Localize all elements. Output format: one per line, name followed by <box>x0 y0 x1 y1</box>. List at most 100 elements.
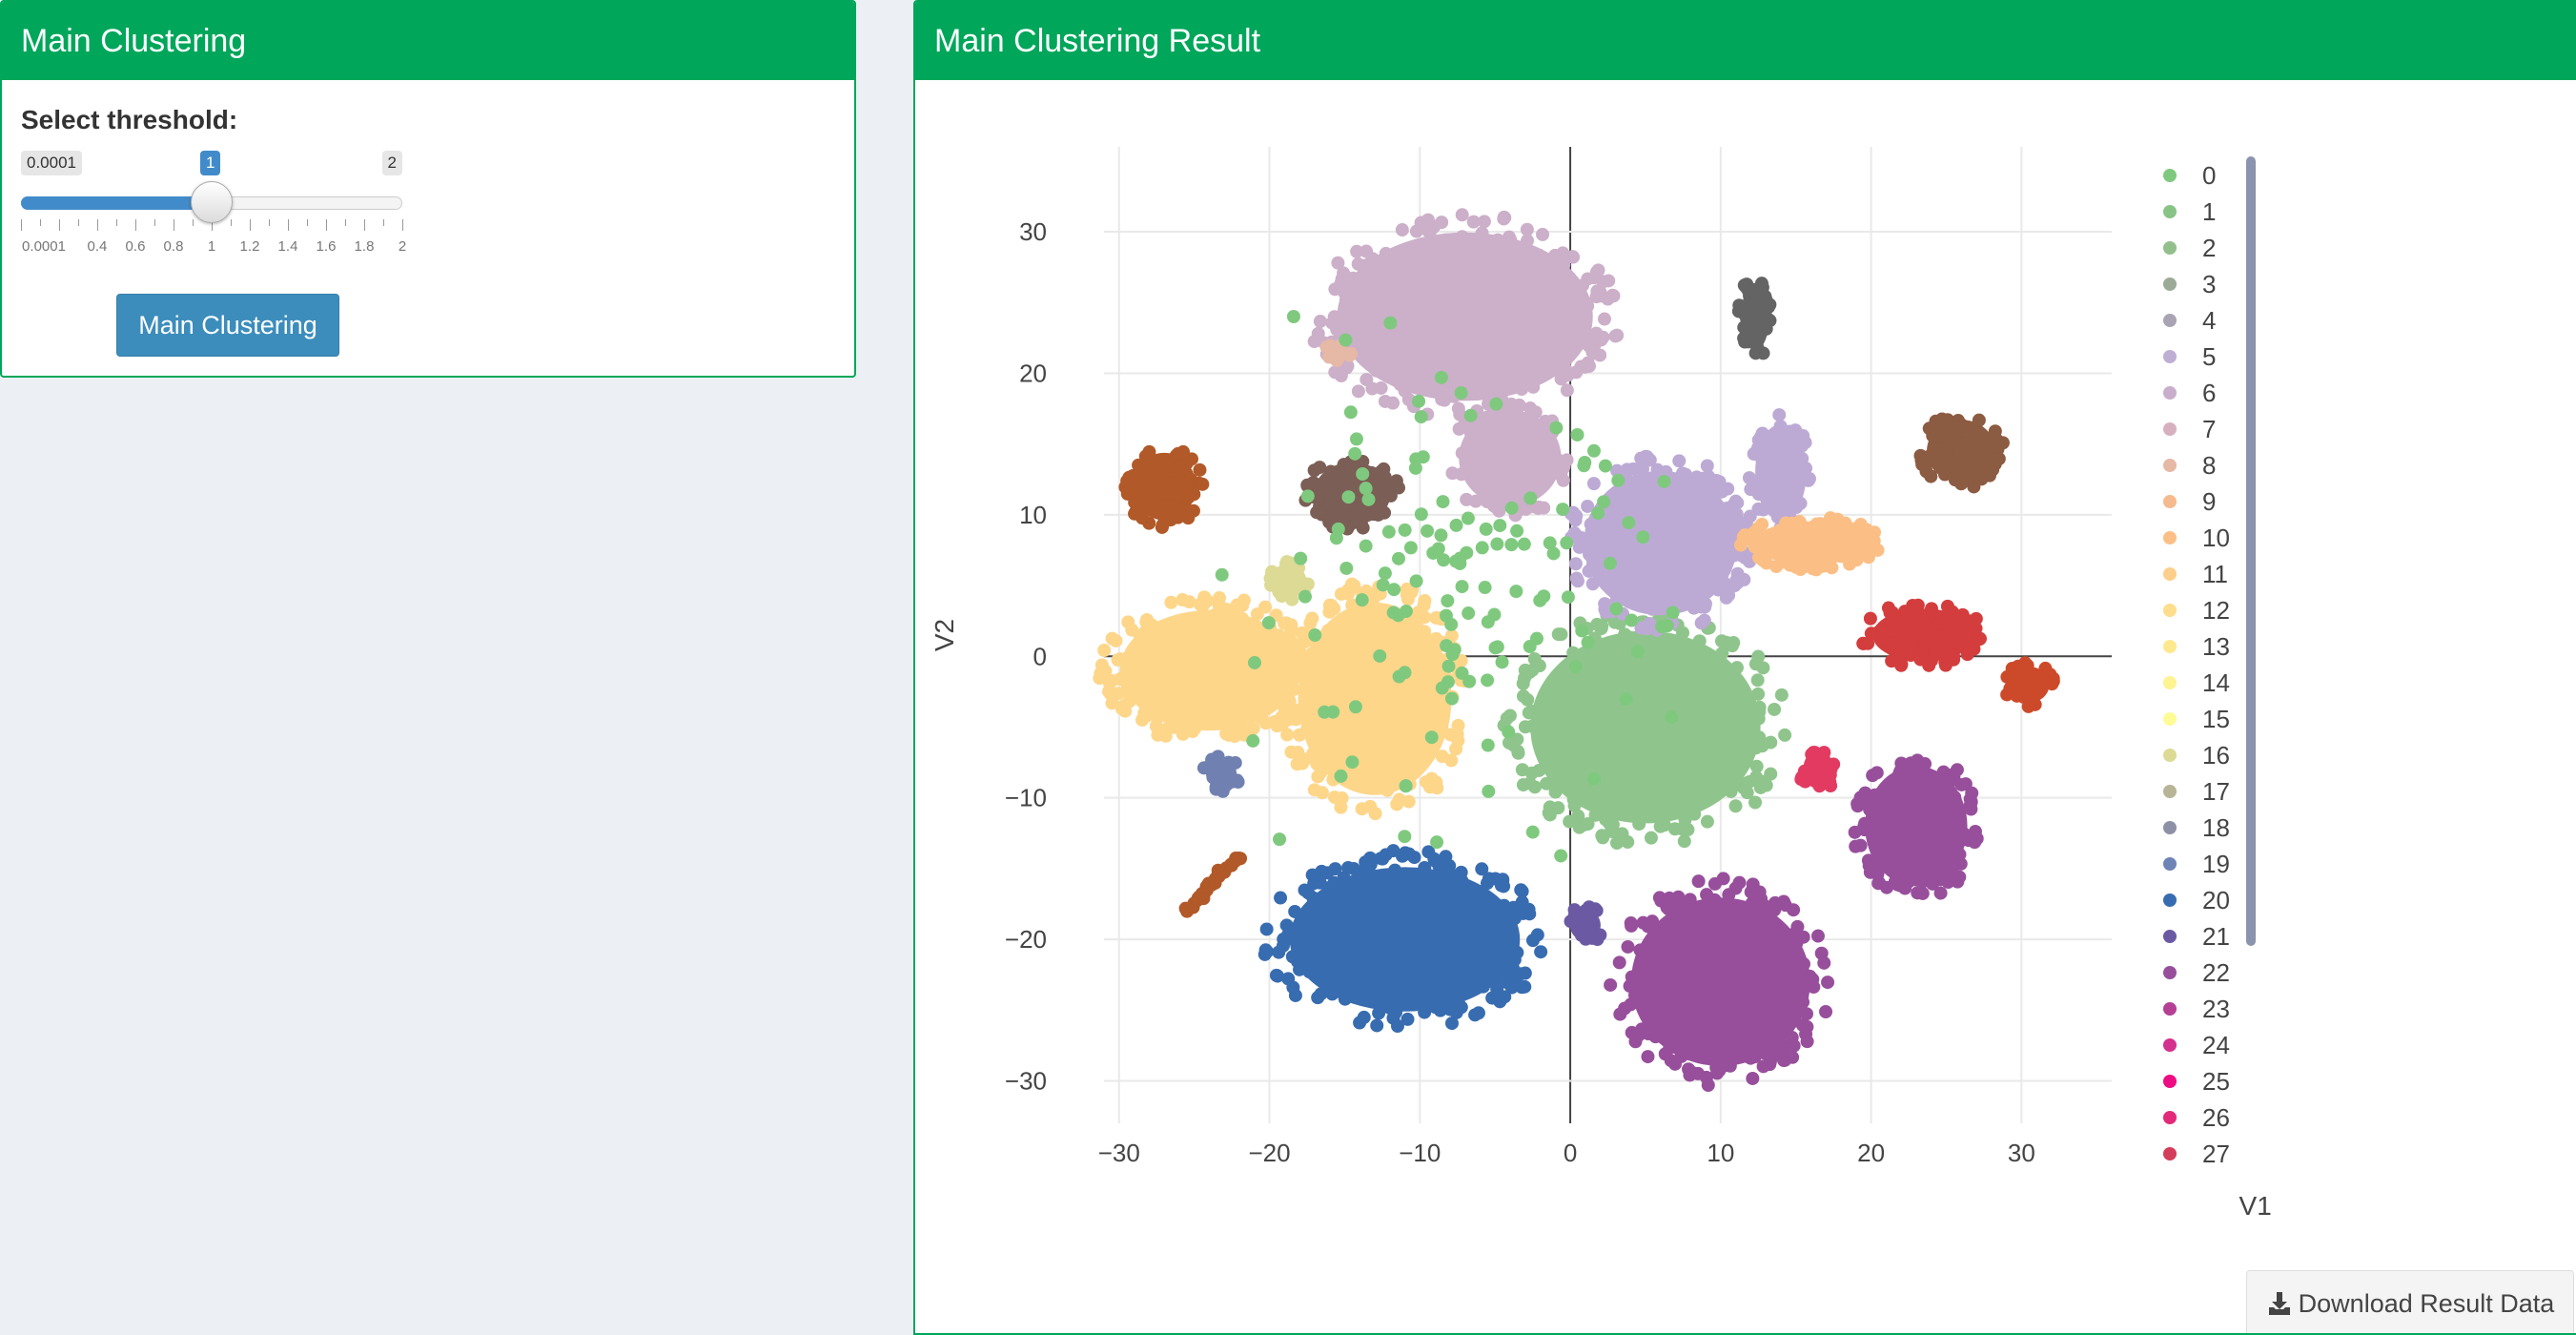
legend-marker <box>2163 857 2177 871</box>
data-point <box>1665 710 1679 725</box>
data-point <box>1632 478 1646 492</box>
data-point <box>1571 809 1585 823</box>
legend-item[interactable]: 13 <box>2163 632 2230 661</box>
data-point <box>1232 712 1246 727</box>
data-point <box>1481 673 1495 688</box>
y-tick-label: 20 <box>1019 359 1047 387</box>
data-point <box>1643 453 1657 467</box>
data-point <box>1578 455 1592 469</box>
data-point <box>1328 862 1342 876</box>
data-point <box>1894 767 1909 781</box>
download-icon <box>2268 1292 2290 1315</box>
legend-scrollbar[interactable] <box>2246 156 2256 946</box>
data-point <box>1967 642 1981 656</box>
data-point <box>1279 918 1294 933</box>
legend-label: 4 <box>2202 306 2216 335</box>
data-point <box>1894 657 1909 671</box>
legend-marker <box>2163 930 2177 943</box>
data-point <box>1363 851 1378 865</box>
data-point <box>1291 656 1305 670</box>
legend-item[interactable]: 23 <box>2163 995 2230 1023</box>
legend-item[interactable]: 26 <box>2163 1103 2230 1132</box>
data-point <box>1724 784 1738 798</box>
slider-handle[interactable] <box>191 181 233 223</box>
legend-item[interactable]: 20 <box>2163 886 2230 914</box>
main-clustering-button[interactable]: Main Clustering <box>116 294 339 357</box>
data-point <box>1888 821 1902 835</box>
data-point <box>1438 886 1452 900</box>
data-point <box>1630 645 1645 659</box>
data-point <box>1640 622 1654 636</box>
data-point <box>1686 921 1700 935</box>
legend-item[interactable]: 18 <box>2163 813 2230 842</box>
data-point <box>1298 883 1312 897</box>
legend-item[interactable]: 6 <box>2163 379 2216 407</box>
data-point <box>1532 659 1546 673</box>
legend-item[interactable]: 21 <box>2163 922 2230 951</box>
data-point <box>1360 244 1374 258</box>
download-result-button[interactable]: Download Result Data <box>2246 1270 2574 1333</box>
legend-item[interactable]: 22 <box>2163 958 2230 987</box>
legend-item[interactable]: 7 <box>2163 415 2216 443</box>
legend-item[interactable]: 9 <box>2163 487 2216 516</box>
data-point <box>1462 242 1476 257</box>
legend-item[interactable]: 19 <box>2163 850 2230 878</box>
scatter-plot[interactable]: −30 −20 −10 0 10 20 303020100−10−20−30V1V20123… <box>915 80 2576 1325</box>
data-point <box>1360 352 1374 366</box>
data-point <box>1792 540 1807 554</box>
data-point <box>1672 454 1687 468</box>
legend-item[interactable]: 27 <box>2163 1140 2230 1168</box>
data-point <box>1892 806 1907 820</box>
data-point <box>1640 1008 1654 1022</box>
legend-item[interactable]: 15 <box>2163 705 2230 733</box>
legend-item[interactable]: 14 <box>2163 668 2230 697</box>
legend-item[interactable]: 3 <box>2163 270 2216 298</box>
data-point <box>1383 316 1398 330</box>
legend-item[interactable]: 5 <box>2163 342 2216 371</box>
data-point <box>2022 668 2036 682</box>
data-point <box>1523 491 1538 505</box>
data-point <box>1338 724 1352 738</box>
data-point <box>1697 503 1711 518</box>
data-point <box>1857 823 1871 837</box>
data-point <box>1848 527 1862 542</box>
data-point <box>1525 277 1540 292</box>
legend-marker <box>2163 893 2177 907</box>
data-point <box>1566 646 1581 660</box>
data-point <box>1397 643 1411 657</box>
data-point <box>1372 352 1386 366</box>
data-point <box>1480 949 1494 963</box>
data-point <box>1135 511 1150 525</box>
legend-item[interactable]: 10 <box>2163 524 2230 552</box>
data-point <box>1727 903 1741 917</box>
data-point <box>1237 593 1251 607</box>
data-point <box>1636 530 1650 544</box>
legend-item[interactable]: 0 <box>2163 161 2216 190</box>
data-point <box>1339 333 1353 347</box>
legend-item[interactable]: 1 <box>2163 197 2216 226</box>
data-point <box>1476 893 1490 907</box>
legend-item[interactable]: 8 <box>2163 451 2216 480</box>
legend-item[interactable]: 16 <box>2163 741 2230 770</box>
data-point <box>1849 839 1863 853</box>
legend-item[interactable]: 11 <box>2163 560 2228 588</box>
data-point <box>1933 873 1948 887</box>
legend-item[interactable]: 17 <box>2163 777 2230 806</box>
data-point <box>1726 674 1740 688</box>
legend-item[interactable]: 2 <box>2163 234 2216 262</box>
panel-title: Main Clustering <box>21 22 247 59</box>
data-point <box>1972 413 1986 427</box>
data-point <box>1184 688 1198 702</box>
data-point <box>1437 340 1451 355</box>
data-point <box>1735 548 1749 563</box>
data-point <box>1963 797 1977 811</box>
legend-item[interactable]: 4 <box>2163 306 2216 335</box>
data-point <box>1406 378 1421 392</box>
data-point <box>1172 504 1186 519</box>
legend-item[interactable]: 24 <box>2163 1031 2230 1059</box>
legend-item[interactable]: 25 <box>2163 1067 2230 1096</box>
data-point <box>1461 511 1475 525</box>
legend-item[interactable]: 12 <box>2163 596 2230 625</box>
threshold-slider[interactable]: 0.0001 1 2 0.0001 0.4 0.6 0.8 1 1.2 1.4 1.6 1.8 2 <box>21 147 406 261</box>
data-point <box>1954 777 1969 791</box>
